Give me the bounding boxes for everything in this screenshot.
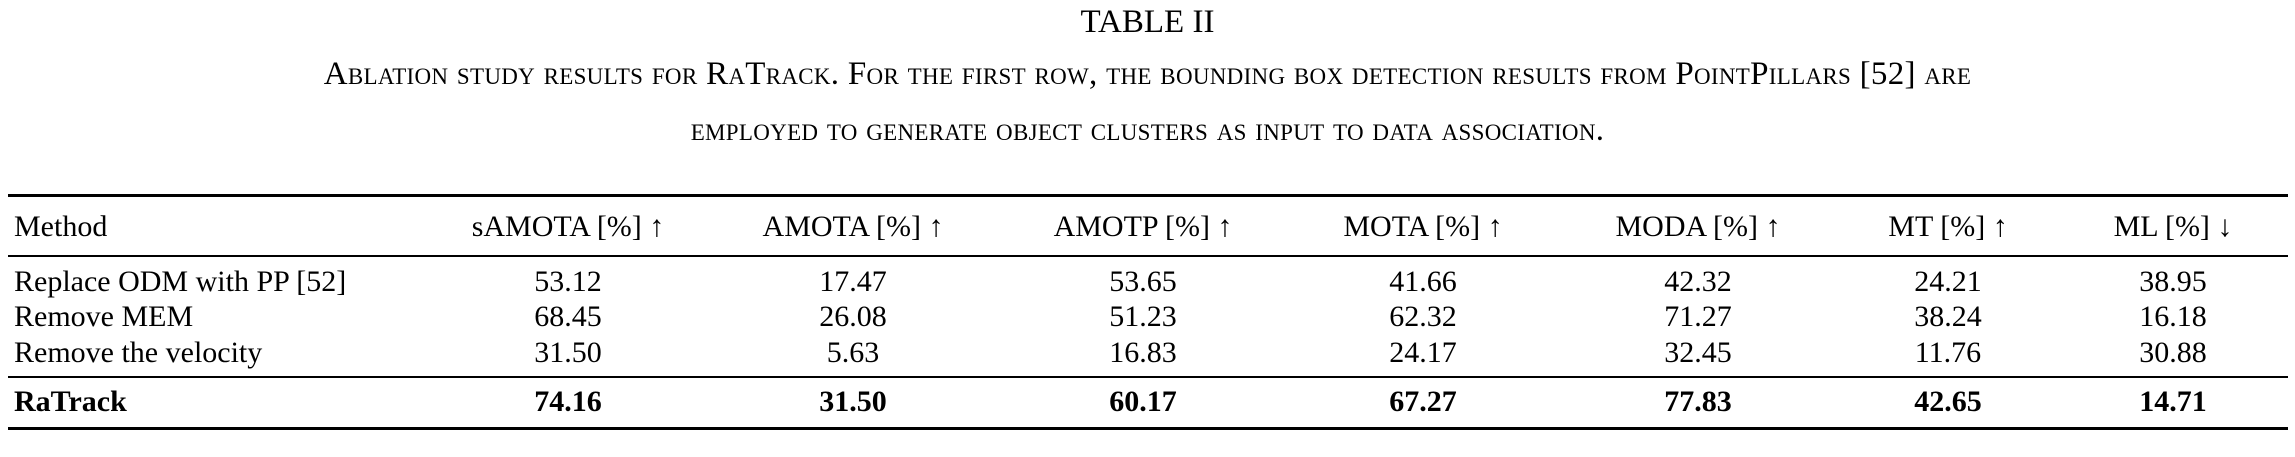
value-cell: 14.71 — [2139, 385, 2207, 419]
header-cell: MODA [%] ↑ — [1615, 209, 1781, 243]
value-cell: 68.45 — [534, 300, 602, 333]
value-cell: 51.23 — [1109, 300, 1177, 333]
header-cell: MT [%] ↑ — [1888, 209, 2008, 243]
value-cell: 74.16 — [534, 385, 602, 419]
table-caption: Ablation study results for RaTrack. For … — [40, 46, 2255, 158]
table-row: Remove MEM 68.45 26.08 51.23 62.32 71.27… — [8, 299, 2288, 336]
header-row: Method sAMOTA [%] ↑ AMOTA [%] ↑ AMOTP [%… — [8, 195, 2288, 256]
value-cell: 71.27 — [1664, 300, 1732, 333]
value-cell: 11.76 — [1914, 335, 1982, 369]
value-cell: 60.17 — [1109, 385, 1177, 419]
value-cell: 32.45 — [1664, 335, 1732, 369]
value-cell: 5.63 — [826, 335, 880, 369]
table-row: Remove the velocity 31.50 5.63 16.83 24.… — [8, 336, 2288, 377]
value-cell: 67.27 — [1389, 385, 1457, 419]
header-cell: Method — [14, 209, 108, 243]
value-cell: 31.50 — [534, 335, 602, 369]
header-cell: AMOTP [%] ↑ — [1053, 209, 1233, 243]
caption-line-2: employed to generate object clusters as … — [690, 112, 1605, 148]
value-cell: 42.65 — [1914, 385, 1982, 419]
value-cell: 16.83 — [1109, 335, 1177, 369]
value-cell: 38.24 — [1914, 300, 1982, 333]
table-label: TABLE II — [1080, 4, 1215, 40]
value-cell: 24.17 — [1389, 335, 1457, 369]
value-cell: 30.88 — [2139, 335, 2207, 369]
value-cell: 38.95 — [2139, 264, 2207, 298]
method-cell: Remove MEM — [14, 300, 194, 333]
ablation-results-table: Method sAMOTA [%] ↑ AMOTA [%] ↑ AMOTP [%… — [8, 194, 2288, 430]
value-cell: 31.50 — [819, 385, 887, 419]
method-cell: Replace ODM with PP [52] — [14, 264, 347, 298]
table-row: Replace ODM with PP [52] 53.12 17.47 53.… — [8, 256, 2288, 299]
value-cell: 17.47 — [819, 264, 887, 298]
value-cell: 41.66 — [1389, 264, 1457, 298]
value-cell: 24.21 — [1914, 264, 1982, 298]
value-cell: 62.32 — [1389, 300, 1457, 333]
table-row-ratrack: RaTrack 74.16 31.50 60.17 67.27 77.83 42… — [8, 376, 2288, 429]
method-cell: RaTrack — [14, 385, 127, 419]
caption-line-1: Ablation study results for RaTrack. For … — [323, 56, 1972, 92]
value-cell: 53.65 — [1109, 264, 1177, 298]
header-cell: AMOTA [%] ↑ — [762, 209, 944, 243]
header-cell: ML [%] ↓ — [2113, 209, 2233, 243]
header-cell: sAMOTA [%] ↑ — [471, 209, 665, 243]
value-cell: 26.08 — [819, 300, 887, 333]
value-cell: 77.83 — [1664, 385, 1732, 419]
method-cell: Remove the velocity — [14, 335, 263, 369]
header-cell: MOTA [%] ↑ — [1343, 209, 1503, 243]
value-cell: 53.12 — [534, 264, 602, 298]
value-cell: 16.18 — [2139, 300, 2207, 333]
value-cell: 42.32 — [1664, 264, 1732, 298]
